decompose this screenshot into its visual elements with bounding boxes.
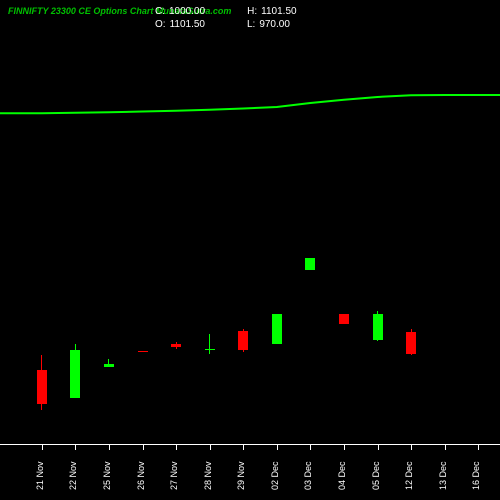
x-tick-label: 29 Nov [236,461,246,490]
x-tick-label: 03 Dec [303,461,313,490]
x-tick-label: 16 Dec [471,461,481,490]
x-tick-mark [176,445,177,450]
x-tick-label: 25 Nov [102,461,112,490]
trend-polyline [0,95,500,113]
trend-line [0,0,500,500]
x-tick-mark [109,445,110,450]
x-tick-mark [277,445,278,450]
x-tick-mark [143,445,144,450]
x-axis: 21 Nov 22 Nov 25 Nov 26 Nov 27 Nov 28 Nov 29 N… [0,444,500,500]
x-tick-mark [411,445,412,450]
x-tick-mark [445,445,446,450]
x-tick-mark [344,445,345,450]
x-tick-mark [75,445,76,450]
x-tick-label: 21 Nov [35,461,45,490]
x-tick-label: 13 Dec [438,461,448,490]
x-tick-label: 12 Dec [404,461,414,490]
x-tick-mark [378,445,379,450]
x-tick-label: 05 Dec [371,461,381,490]
x-tick-label: 04 Dec [337,461,347,490]
x-tick-mark [42,445,43,450]
x-tick-mark [243,445,244,450]
x-tick-label: 02 Dec [270,461,280,490]
x-tick-label: 27 Nov [169,461,179,490]
x-tick-label: 28 Nov [203,461,213,490]
x-tick-mark [310,445,311,450]
x-tick-label: 26 Nov [136,461,146,490]
x-tick-label: 22 Nov [68,461,78,490]
x-tick-mark [210,445,211,450]
x-tick-mark [478,445,479,450]
